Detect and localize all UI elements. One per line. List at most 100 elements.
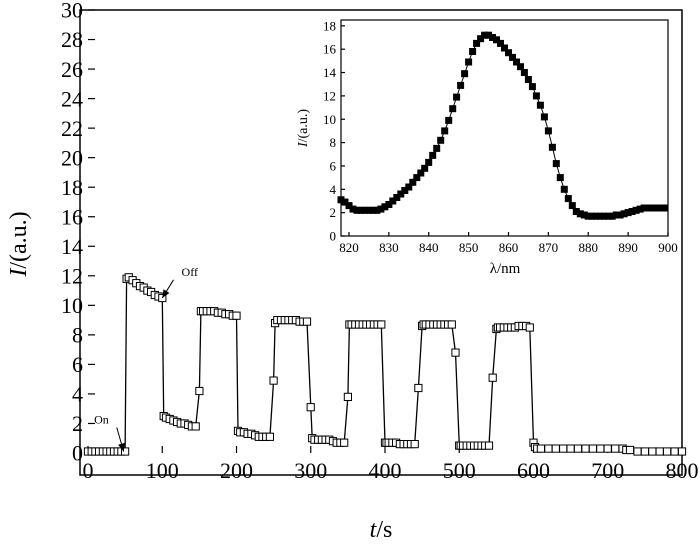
main-x-tick-label: 500 xyxy=(443,458,476,483)
main-data-point xyxy=(544,444,553,453)
inset-data-point xyxy=(509,53,516,61)
inset-data-point xyxy=(501,44,508,52)
main-annotation-arrowhead xyxy=(118,442,125,452)
inset-data-point xyxy=(528,83,536,91)
inset-ylabel: I/(a.u.) xyxy=(296,109,311,148)
main-x-tick-label: 200 xyxy=(220,458,253,483)
main-data-point xyxy=(603,444,612,453)
main-data-point xyxy=(625,445,635,455)
inset-data-point xyxy=(417,169,425,177)
inset-ylabel-unit: /(a.u.) xyxy=(296,109,311,143)
main-annotation-label: Off xyxy=(182,265,198,279)
inset-data-point xyxy=(457,81,465,89)
inset-data-point xyxy=(568,202,576,210)
main-data-point xyxy=(121,447,130,456)
inset-data-point xyxy=(660,204,668,212)
inset-data-point xyxy=(564,195,572,203)
main-x-tick-label: 0 xyxy=(83,458,94,483)
inset-data-point xyxy=(493,36,500,44)
inset-data-point xyxy=(524,76,532,83)
inset-x-tick-label: 850 xyxy=(459,240,479,255)
main-data-point xyxy=(488,373,497,382)
inset-data-point xyxy=(517,63,524,71)
inset-x-tick-label: 880 xyxy=(578,240,598,255)
main-y-tick-label: 30 xyxy=(61,0,83,23)
main-data-point xyxy=(670,447,679,456)
main-y-tick-label: 12 xyxy=(61,264,83,289)
inset-data-point xyxy=(497,39,504,47)
main-ylabel-italic: I xyxy=(6,268,32,278)
inset-x-tick-label: 900 xyxy=(658,240,678,255)
main-y-tick-label: 4 xyxy=(72,382,83,407)
main-data-point xyxy=(559,444,568,453)
main-y-tick-label: 10 xyxy=(61,293,83,318)
inset-x-tick-label: 890 xyxy=(618,240,638,255)
inset-data-point xyxy=(520,69,528,76)
main-data-point xyxy=(343,392,352,401)
main-xlabel-italic: t xyxy=(370,517,378,543)
main-data-point xyxy=(663,447,672,456)
main-ylabel: I/(a.u.) xyxy=(6,211,32,277)
main-x-tick-label: 300 xyxy=(294,458,327,483)
inset-data-point xyxy=(548,143,556,151)
inset-data-point xyxy=(405,183,413,191)
inset-plot: 820 830 840 850 860 870 880 890 900 0 2 4 6 8 10 12 14 16… xyxy=(323,18,678,255)
main-x-tick-label: 100 xyxy=(146,458,179,483)
main-plot: 0 100 200 300 400 500 600 700 800024681012141618… xyxy=(61,0,699,483)
inset-y-tick-label: 14 xyxy=(323,65,337,80)
main-data-point xyxy=(158,293,167,303)
inset-x-tick-label: 840 xyxy=(419,240,439,255)
main-x-tick-label: 800 xyxy=(666,458,699,483)
inset-data-point xyxy=(473,39,481,47)
main-data-point xyxy=(633,447,642,456)
main-y-tick-label: 8 xyxy=(72,323,83,348)
inset-data-point xyxy=(540,113,548,121)
inset-y-tick-label: 2 xyxy=(330,205,337,220)
main-y-tick-label: 18 xyxy=(61,175,83,200)
main-data-point xyxy=(573,444,583,453)
main-x-tick-label: 400 xyxy=(369,458,402,483)
main-annotation-arrowhead xyxy=(162,289,170,298)
main-y-tick-label: 6 xyxy=(72,352,83,377)
main-y-tick-label: 14 xyxy=(61,234,83,259)
main-data-point xyxy=(648,447,657,456)
inset-y-tick-label: 6 xyxy=(330,158,337,173)
main-data-point xyxy=(655,447,664,456)
inset-plot-frame xyxy=(340,19,669,237)
inset-y-tick-label: 16 xyxy=(323,42,337,57)
main-data-point xyxy=(269,376,278,385)
main-y-tick-label: 2 xyxy=(72,411,83,436)
inset-data-point xyxy=(445,116,453,124)
inset-data-point xyxy=(552,160,560,168)
main-data-point xyxy=(536,444,545,453)
main-data-point xyxy=(640,447,649,456)
main-data-point xyxy=(596,444,605,453)
main-data-point xyxy=(195,386,204,396)
inset-data-point xyxy=(560,185,568,193)
main-y-tick-label: 16 xyxy=(61,204,83,229)
main-data-point xyxy=(566,444,575,453)
main-data-point xyxy=(581,444,590,453)
inset-y-tick-label: 4 xyxy=(330,182,337,197)
inset-y-tick-label: 8 xyxy=(330,135,337,150)
main-data-point xyxy=(551,444,560,453)
inset-data-point xyxy=(505,49,512,57)
main-x-tick-label: 600 xyxy=(517,458,550,483)
main-xlabel: t/s xyxy=(370,517,393,543)
main-y-tick-label: 28 xyxy=(61,27,83,52)
inset-data-point xyxy=(461,70,469,78)
inset-data-point xyxy=(544,127,552,135)
inset-data-point xyxy=(453,93,461,101)
main-data-point xyxy=(611,444,620,453)
main-data-point xyxy=(410,440,419,449)
inset-data-point xyxy=(465,58,473,66)
main-data-point xyxy=(484,441,494,450)
main-data-point xyxy=(191,422,200,431)
inset-data-point xyxy=(413,174,421,182)
main-data-point xyxy=(340,438,349,447)
main-data-point xyxy=(265,432,274,441)
main-data-point xyxy=(525,323,534,332)
main-data-point xyxy=(232,311,241,320)
inset-data-point xyxy=(421,164,429,172)
inset-data-point xyxy=(469,48,477,55)
